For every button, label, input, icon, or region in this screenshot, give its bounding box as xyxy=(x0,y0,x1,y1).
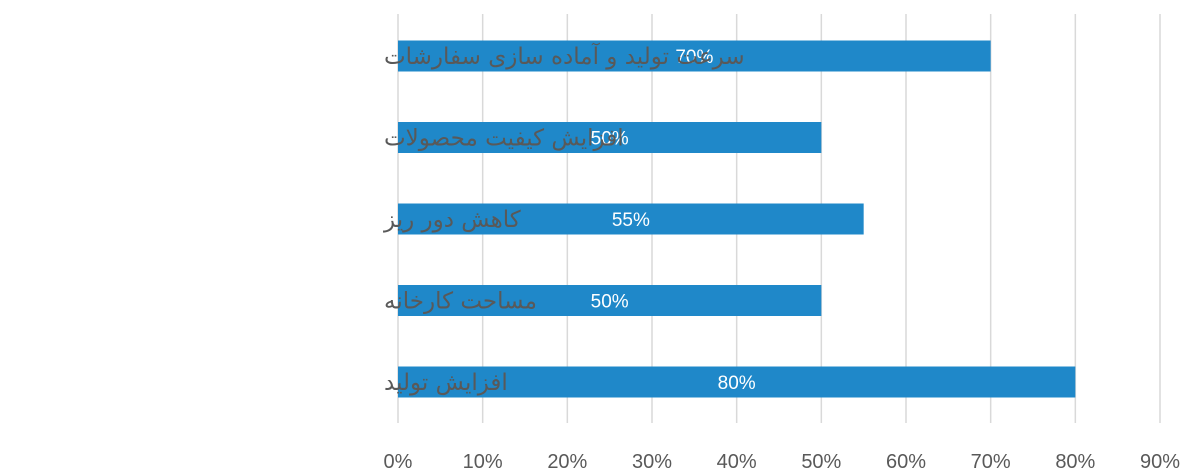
data-labels: 70% 50% 55% 50% 80% xyxy=(591,47,756,394)
x-tick-label: 50% xyxy=(801,451,841,472)
bar-value-label: 50% xyxy=(591,292,629,313)
x-tick-label: 80% xyxy=(1055,451,1095,472)
category-label: کاهش دور ریز xyxy=(383,207,521,233)
category-label: مساحت کارخانه xyxy=(384,289,537,315)
bar xyxy=(398,366,1076,398)
bar xyxy=(398,40,991,72)
category-label: افزایش کیفیت محصولات xyxy=(384,126,624,152)
bar xyxy=(398,285,822,316)
x-tick-label: 30% xyxy=(632,451,672,472)
x-tick-label: 90% xyxy=(1140,451,1180,472)
x-tick-label: 0% xyxy=(384,451,413,472)
bar-value-label: 70% xyxy=(675,47,713,68)
x-tick-label: 40% xyxy=(717,451,757,472)
x-tick-label: 20% xyxy=(547,451,587,472)
bar xyxy=(398,203,864,235)
x-tick-label: 70% xyxy=(971,451,1011,472)
category-label: سرعت تولید و آماده سازی سفارشات xyxy=(384,42,745,70)
x-tick-label: 10% xyxy=(463,451,503,472)
category-labels: سرعت تولید و آماده سازی سفارشات افزایش کی… xyxy=(383,42,745,396)
bar-value-label: 80% xyxy=(718,373,756,394)
category-label: افزایش تولید xyxy=(384,370,508,396)
bars xyxy=(398,40,1076,398)
bar-value-label: 50% xyxy=(591,129,629,150)
bar xyxy=(398,122,822,153)
x-axis-tick-labels: 0% 10% 20% 30% 40% 50% 60% 70% 80% 90% xyxy=(384,451,1181,472)
bar-value-label: 55% xyxy=(612,210,650,231)
x-tick-label: 60% xyxy=(886,451,926,472)
